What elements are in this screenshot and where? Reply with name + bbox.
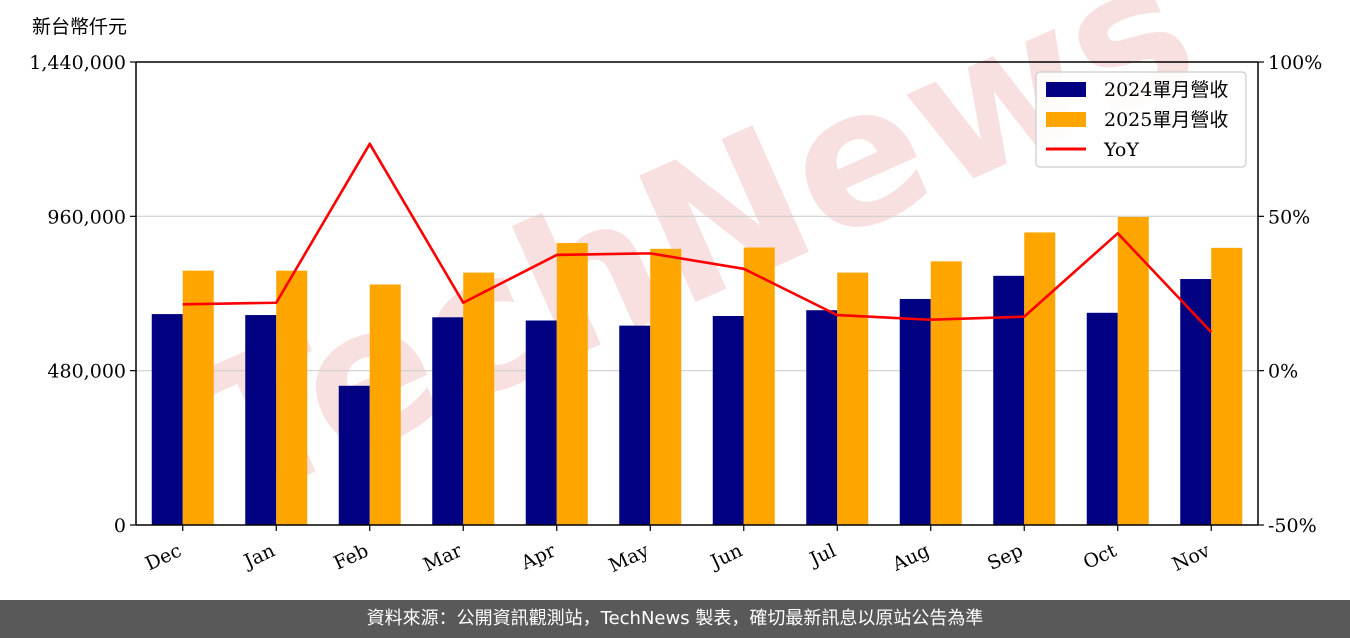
right-tick-label-2: 50%: [1268, 206, 1310, 228]
x-tick-label-nov: Nov: [1169, 539, 1214, 575]
bar-2025-dec: [182, 270, 214, 525]
bar-2024-jun: [712, 316, 744, 525]
bar-2025-aug: [930, 261, 962, 525]
x-tick-label-sep: Sep: [984, 540, 1026, 575]
right-tick-label-3: 100%: [1268, 52, 1322, 74]
x-tick-label-feb: Feb: [330, 540, 372, 575]
bar-2024-sep: [993, 275, 1025, 525]
x-tick-label-jun: Jun: [706, 540, 746, 574]
right-tick-label-0: -50%: [1268, 515, 1317, 537]
bar-2025-jan: [276, 270, 308, 525]
legend-swatch-1: [1046, 112, 1086, 127]
bar-2025-may: [650, 248, 682, 526]
bar-2025-feb: [369, 284, 401, 525]
legend-label-1: 2025單月營收: [1104, 109, 1228, 131]
left-tick-label-1: 480,000: [47, 361, 126, 383]
bar-2024-feb: [338, 385, 370, 525]
bar-2024-dec: [151, 314, 183, 525]
yoy-line: [182, 142, 1213, 333]
unit-label: 新台幣仟元: [32, 16, 127, 38]
source-footer: 資料來源：公開資訊觀測站，TechNews 製表，確切最新訊息以原站公告為準: [0, 600, 1350, 638]
x-tick-label-apr: Apr: [517, 539, 560, 575]
x-tick-label-dec: Dec: [142, 540, 185, 576]
x-tick-label-jan: Jan: [239, 540, 278, 574]
bar-2025-jun: [743, 247, 775, 525]
x-tick-label-mar: Mar: [420, 539, 466, 576]
bars: [151, 216, 1243, 526]
yoy-line-layer: [182, 142, 1213, 333]
left-tick-label-3: 1,440,000: [29, 52, 126, 74]
bar-2024-mar: [432, 317, 464, 525]
bar-2024-oct: [1086, 312, 1118, 525]
bar-2025-oct: [1117, 216, 1149, 526]
bar-2025-apr: [556, 243, 588, 525]
left-tick-label-2: 960,000: [47, 206, 126, 228]
bar-2025-mar: [463, 272, 495, 525]
bar-2024-nov: [1180, 279, 1212, 525]
x-tick-label-may: May: [605, 539, 652, 577]
legend-label-0: 2024單月營收: [1104, 79, 1228, 101]
x-tick-label-oct: Oct: [1080, 539, 1120, 573]
bar-2025-sep: [1024, 232, 1056, 525]
bar-2024-jan: [245, 315, 277, 525]
x-tick-label-jul: Jul: [805, 540, 840, 572]
bar-2024-jul: [806, 310, 838, 525]
bar-2025-nov: [1211, 247, 1243, 525]
bar-2025-jul: [837, 272, 869, 525]
x-tick-label-aug: Aug: [888, 540, 933, 576]
grid: [136, 215, 1258, 372]
chart: TechNews 新台幣仟元 0480,000960,0001,440,000-…: [29, 0, 1322, 577]
legend-swatch-0: [1046, 82, 1086, 97]
right-tick-label-1: 0%: [1268, 361, 1298, 383]
legend-label-2: YoY: [1103, 139, 1139, 161]
bar-2024-may: [619, 325, 651, 525]
left-tick-label-0: 0: [114, 515, 126, 537]
bar-2024-aug: [899, 298, 931, 525]
bar-2024-apr: [525, 320, 557, 525]
legend-box: [1035, 71, 1247, 168]
legend: 2024單月營收 2025單月營收 YoY: [1035, 71, 1247, 168]
